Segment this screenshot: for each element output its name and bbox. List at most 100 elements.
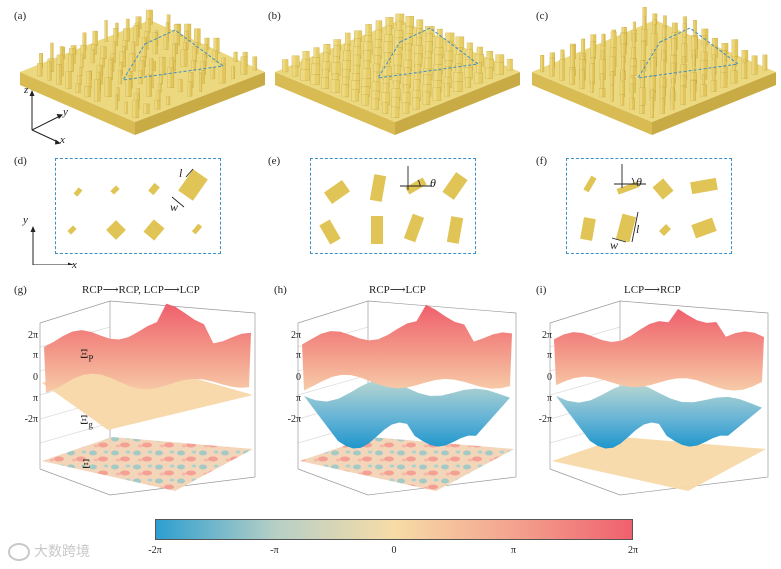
pillar-highlight — [394, 30, 399, 42]
pillar-highlight — [166, 96, 168, 105]
pillar-highlight — [464, 67, 469, 79]
pillar-highlight — [485, 67, 489, 79]
unit-cell-pillar — [191, 223, 203, 235]
pillar-highlight — [456, 47, 460, 58]
floor-map — [300, 437, 514, 491]
pillar-highlight — [353, 46, 357, 59]
pillar-highlight — [620, 69, 623, 89]
pillar-highlight — [384, 60, 388, 72]
pillar-highlight — [344, 44, 348, 55]
pillar-highlight — [660, 87, 663, 105]
pillar-highlight — [391, 97, 396, 110]
pillar-highlight — [301, 59, 306, 72]
pillar-highlight — [113, 28, 116, 46]
unit-cell-pillar — [369, 174, 387, 202]
schematic-label-theta-f: θ — [636, 175, 642, 189]
pillar-highlight — [416, 37, 419, 50]
pillar-highlight — [599, 88, 602, 97]
unit-cell-pillar — [615, 213, 637, 243]
pillar-highlight — [445, 32, 450, 46]
pillar-highlight — [80, 54, 82, 68]
unit-cell-outline — [122, 29, 225, 81]
unit-cell-pillar — [67, 225, 77, 235]
surface-cool — [556, 383, 762, 449]
pillar-highlight — [146, 10, 150, 25]
pillar-highlight — [444, 77, 448, 88]
pillar-highlight — [467, 42, 470, 54]
pillar-highlight — [405, 16, 410, 29]
pillar-highlight — [446, 41, 450, 54]
pillar-highlight — [700, 84, 704, 97]
pillar-highlight — [639, 87, 643, 106]
pillar-highlight — [219, 63, 222, 84]
pillar-highlight — [611, 31, 614, 51]
pillar-highlight — [94, 79, 97, 102]
colorbar-tick-label: 2π — [627, 545, 639, 556]
pillar-highlight — [722, 50, 725, 71]
pillar-highlight — [92, 31, 95, 46]
pillar-highlight — [364, 35, 368, 46]
pillar-highlight — [396, 21, 400, 33]
pillar-highlight — [100, 58, 103, 68]
pillar-highlight — [374, 55, 377, 67]
pillar-highlight — [466, 49, 470, 62]
watermark-text: 大数跨境 — [34, 544, 90, 560]
pillar-highlight — [354, 30, 358, 42]
pillar-highlight — [361, 78, 366, 89]
title-i: LCP⟶RCP — [624, 284, 681, 296]
unit-cell-pillar — [73, 187, 83, 197]
pillar-highlight — [680, 64, 684, 80]
pillar-highlight — [362, 68, 367, 80]
pillar-highlight — [166, 22, 168, 42]
unit-cell-box-f — [566, 158, 732, 254]
axes-box-back — [549, 300, 769, 455]
unit-cell-outline — [377, 27, 480, 79]
pillar-highlight — [394, 47, 398, 59]
pillar-highlight — [125, 75, 129, 97]
unit-cell-pillar — [403, 213, 425, 243]
pillar-highlight — [364, 60, 367, 72]
pillar-highlight — [80, 45, 83, 59]
pillar-highlight — [374, 47, 378, 59]
slab-side-left — [532, 72, 652, 135]
pillar-highlight — [204, 44, 206, 58]
unit-cell-pillar — [143, 219, 165, 241]
pillar-highlight — [385, 17, 389, 29]
unit-cell-pillar — [106, 220, 126, 240]
pillar-highlight — [671, 78, 673, 93]
pillar-highlight — [690, 80, 693, 101]
title-g: RCP⟶RCP, LCP⟶LCP — [82, 284, 200, 296]
pillar-highlight — [425, 26, 430, 37]
pillar-highlight — [405, 50, 408, 63]
pillar-highlight — [143, 103, 147, 114]
pillar-highlight — [133, 25, 136, 46]
pillar-highlight — [37, 63, 40, 77]
pillar-highlight — [751, 55, 755, 75]
pillar-highlight — [711, 80, 714, 92]
pillar-highlight — [590, 41, 593, 59]
pillar-highlight — [414, 45, 419, 59]
pillar-highlight — [762, 54, 765, 71]
colorbar-tick-label: π — [510, 545, 517, 556]
axis-label-x-d: x — [72, 259, 77, 271]
pillar-highlight — [540, 55, 542, 72]
pillar-highlight — [351, 80, 356, 93]
pillar-highlight — [372, 81, 376, 93]
pillar-highlight — [342, 60, 347, 72]
pillar-highlight — [671, 63, 674, 84]
pillar-highlight — [86, 71, 89, 89]
pillar-highlight — [68, 54, 71, 72]
surface-label-xi: Ξ — [82, 456, 91, 471]
pillar-highlight — [302, 51, 306, 64]
pillar-highlight — [126, 19, 128, 33]
slab-side-left — [20, 72, 135, 135]
pillar-highlight — [405, 43, 409, 54]
panel-label-e: (e) — [268, 155, 281, 167]
pillar-highlight — [445, 60, 449, 71]
pillar-highlight — [680, 86, 683, 105]
pillar-highlight — [39, 53, 41, 68]
title-h: RCP⟶LCP — [369, 284, 426, 296]
z-tick-label: 0 — [33, 372, 38, 383]
pillar-highlight — [184, 31, 187, 50]
z-tick-label: 2π — [290, 330, 301, 341]
